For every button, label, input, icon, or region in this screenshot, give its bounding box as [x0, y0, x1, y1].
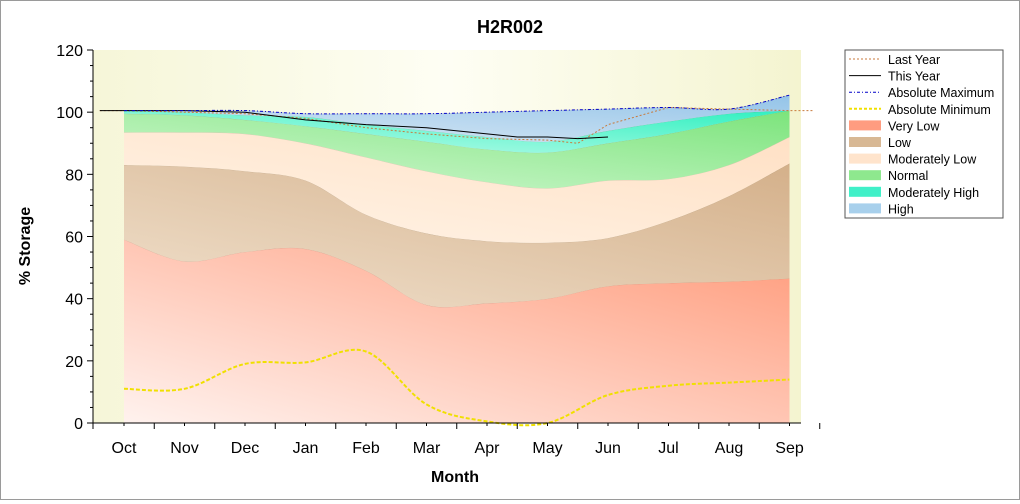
legend-item-moderately-low: Moderately Low — [849, 153, 977, 167]
legend-swatch — [849, 153, 881, 164]
y-tick-label: 40 — [65, 292, 83, 309]
x-tick-label-apr: Apr — [475, 440, 501, 457]
series-last-year — [99, 106, 814, 144]
y-tick-label: 80 — [65, 167, 83, 184]
y-tick-label: 60 — [65, 230, 83, 247]
band-normal — [124, 110, 790, 189]
legend-label: High — [888, 202, 914, 216]
y-tick-label: 0 — [74, 416, 83, 433]
legend-label: Last Year — [888, 53, 940, 67]
band-moderately-high — [124, 110, 790, 153]
legend-label: Very Low — [888, 119, 940, 133]
y-tick-label: 120 — [56, 43, 83, 60]
x-tick-label-dec: Dec — [231, 440, 259, 457]
x-tick-label-feb: Feb — [352, 440, 380, 457]
x-tick-label-aug: Aug — [715, 440, 743, 457]
y-tick-label: 100 — [56, 105, 83, 122]
legend-swatch — [849, 120, 881, 131]
x-tick-label-nov: Nov — [170, 440, 198, 457]
legend-swatch — [849, 137, 881, 147]
legend-label: Normal — [888, 169, 928, 183]
chart-title: H2R002 — [477, 17, 543, 37]
x-axis-label: Month — [431, 469, 479, 486]
legend-label: This Year — [888, 70, 940, 84]
legend-item-high: High — [849, 202, 914, 216]
series-absolute-maximum — [124, 94, 790, 115]
legend-swatch — [849, 186, 881, 197]
y-axis-label: % Storage — [17, 207, 34, 285]
legend-item-normal: Normal — [849, 169, 928, 183]
band-low — [124, 163, 790, 308]
legend-item-moderately-high: Moderately High — [849, 186, 979, 200]
legend-label: Absolute Maximum — [888, 86, 994, 100]
legend-item-last-year: Last Year — [849, 53, 940, 67]
legend-item-this-year: This Year — [849, 70, 940, 84]
band-very-low — [124, 239, 790, 423]
x-tick-label-oct: Oct — [112, 440, 137, 457]
legend-item-low: Low — [849, 136, 912, 150]
x-tick-label-jul: Jul — [658, 440, 678, 457]
x-tick-label-jan: Jan — [293, 440, 319, 457]
legend-item-very-low: Very Low — [849, 119, 940, 133]
legend-item-absolute-maximum: Absolute Maximum — [849, 86, 994, 100]
legend-label: Low — [888, 136, 912, 150]
band-moderately-low — [124, 132, 790, 243]
band-high — [124, 95, 790, 142]
legend-label: Absolute Minimum — [888, 103, 991, 117]
x-tick-label-mar: Mar — [413, 440, 441, 457]
legend-label: Moderately Low — [888, 153, 977, 167]
legend-label: Moderately High — [888, 186, 979, 200]
x-tick-label-jun: Jun — [595, 440, 621, 457]
legend-swatch — [849, 203, 881, 214]
y-tick-label: 20 — [65, 354, 83, 371]
series-absolute-minimum — [123, 348, 790, 427]
legend-swatch — [849, 170, 881, 181]
x-tick-label-may: May — [532, 440, 562, 457]
x-tick-label-sep: Sep — [775, 440, 804, 457]
legend: Last Year This Year Absolute Maximum Absolu… — [844, 49, 1004, 219]
legend-item-absolute-minimum: Absolute Minimum — [849, 103, 991, 117]
